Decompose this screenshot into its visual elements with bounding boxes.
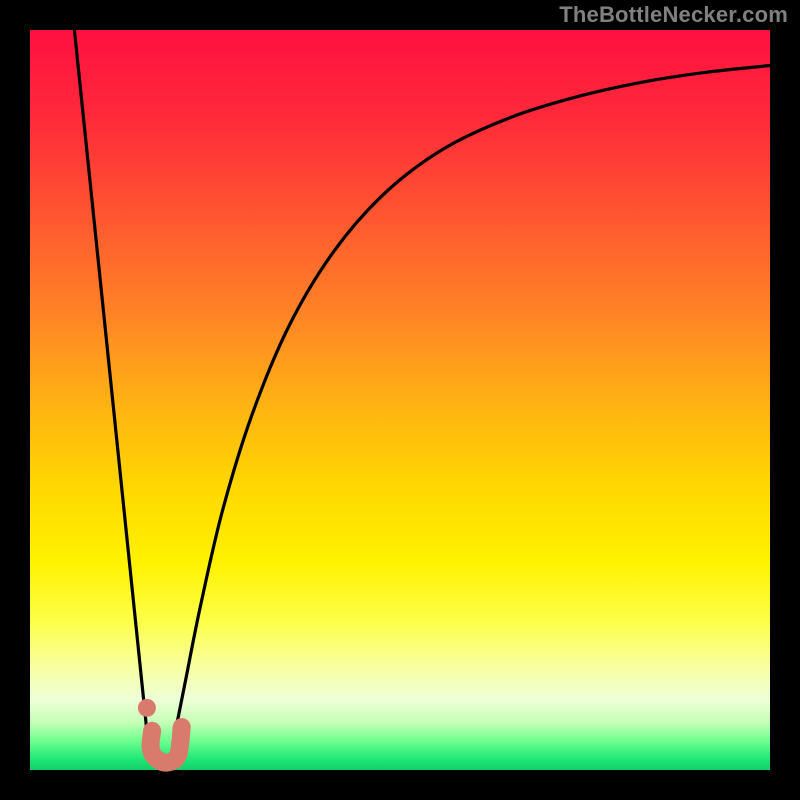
bottleneck-chart: [0, 0, 800, 800]
chart-container: TheBottleNecker.com: [0, 0, 800, 800]
marker-dot: [138, 699, 156, 717]
